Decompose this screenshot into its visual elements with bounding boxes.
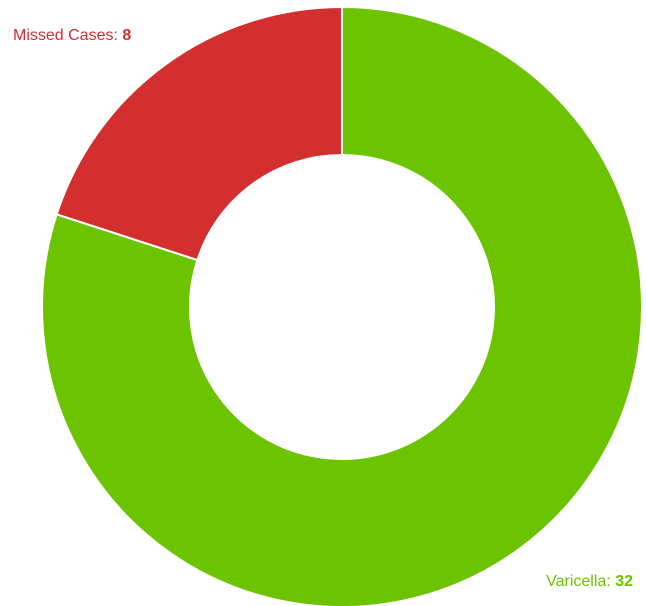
label-missed-cases-value: 8 xyxy=(122,27,131,44)
label-varicella: Varicella: 32 xyxy=(546,573,633,590)
label-varicella-name: Varicella: xyxy=(546,573,615,590)
slice-missed-cases[interactable] xyxy=(55,6,343,262)
label-missed-cases-name: Missed Cases: xyxy=(13,27,122,44)
label-varicella-value: 32 xyxy=(615,573,633,590)
label-missed-cases: Missed Cases: 8 xyxy=(13,27,131,44)
slice-varicella[interactable] xyxy=(41,6,643,606)
donut-slices xyxy=(41,6,643,606)
donut-labels: Varicella: 32 Missed Cases: 8 xyxy=(13,27,633,590)
